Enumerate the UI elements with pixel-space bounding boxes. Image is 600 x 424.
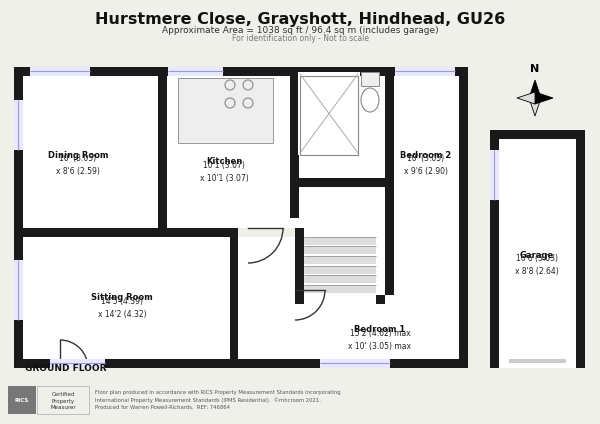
Text: GROUND FLOOR: GROUND FLOOR (25, 364, 107, 373)
Bar (385, 237, 459, 359)
Bar (238, 237, 295, 368)
Bar (230, 228, 239, 368)
Text: 15'2 (4.62) max
x 10' (3.05) max: 15'2 (4.62) max x 10' (3.05) max (349, 329, 412, 351)
Bar (295, 228, 304, 295)
Bar (230, 228, 295, 237)
Text: Floor plan produced in accordance with RICS Property Measurement Standards incor: Floor plan produced in accordance with R… (95, 390, 341, 410)
Bar (304, 275, 376, 283)
Bar (304, 285, 376, 293)
Bar (304, 266, 376, 274)
Bar (295, 228, 304, 368)
Bar (304, 246, 376, 254)
Bar (30, 67, 90, 76)
Bar (459, 228, 468, 368)
Bar (490, 130, 499, 368)
Text: 14'5 (4.39)
x 14'2 (4.32): 14'5 (4.39) x 14'2 (4.32) (98, 297, 146, 319)
Bar (459, 67, 468, 368)
Text: 16'6 (5.03)
x 8'8 (2.64): 16'6 (5.03) x 8'8 (2.64) (515, 254, 559, 276)
Bar (300, 76, 358, 155)
Bar (238, 228, 295, 368)
Bar (290, 218, 299, 228)
Text: RICS: RICS (15, 398, 29, 402)
Bar (385, 228, 394, 295)
Bar (499, 359, 576, 368)
Bar (14, 359, 468, 368)
Text: Garage: Garage (520, 251, 554, 259)
Bar (490, 359, 585, 368)
Bar (14, 228, 468, 237)
Polygon shape (535, 92, 553, 104)
Polygon shape (529, 80, 541, 98)
Bar (37, 386, 89, 414)
Polygon shape (517, 92, 535, 104)
Bar (14, 100, 23, 150)
Text: Certified
Property
Measurer: Certified Property Measurer (50, 392, 76, 410)
Bar (376, 359, 468, 368)
Text: 10' (3.05)
x 8'6 (2.59): 10' (3.05) x 8'6 (2.59) (56, 154, 100, 176)
Bar (385, 228, 394, 295)
Text: 10'1 (3.07)
x 10'1 (3.07): 10'1 (3.07) x 10'1 (3.07) (200, 161, 248, 183)
Bar (385, 178, 394, 228)
Bar (490, 150, 499, 200)
Bar (459, 228, 468, 368)
Bar (178, 78, 273, 143)
Bar (295, 359, 468, 368)
Bar (298, 72, 360, 155)
Bar (238, 359, 295, 368)
Bar (158, 67, 167, 228)
Bar (290, 67, 299, 228)
Bar (8, 386, 36, 414)
Bar (295, 295, 385, 304)
Bar (509, 359, 566, 363)
Bar (320, 359, 390, 368)
Bar (395, 67, 455, 76)
Bar (178, 78, 273, 143)
Bar (376, 228, 394, 368)
Bar (361, 72, 379, 86)
Text: N: N (530, 64, 539, 74)
Text: Approximate Area = 1038 sq ft / 96.4 sq m (includes garage): Approximate Area = 1038 sq ft / 96.4 sq … (161, 26, 439, 35)
Bar (385, 67, 394, 228)
Text: Kitchen: Kitchen (206, 157, 242, 167)
Bar (576, 130, 585, 368)
Bar (490, 130, 585, 368)
Text: 10' (3.05)
x 9'6 (2.90): 10' (3.05) x 9'6 (2.90) (404, 154, 448, 176)
Bar (304, 256, 376, 264)
Bar (304, 295, 376, 304)
Bar (295, 295, 385, 304)
Bar (14, 67, 23, 368)
Bar (304, 295, 376, 304)
Bar (459, 228, 468, 237)
Text: Sitting Room: Sitting Room (91, 293, 153, 302)
Bar (376, 359, 468, 368)
Bar (394, 237, 459, 359)
Text: Dining Room: Dining Room (48, 151, 108, 159)
Bar (168, 67, 223, 76)
Text: Bedroom 1: Bedroom 1 (355, 326, 406, 335)
Text: For identification only - Not to scale: For identification only - Not to scale (232, 34, 368, 43)
Bar (295, 228, 468, 368)
Bar (304, 237, 376, 245)
Bar (459, 228, 468, 368)
Bar (14, 67, 468, 368)
Bar (290, 178, 385, 187)
Text: Hurstmere Close, Grayshott, Hindhead, GU26: Hurstmere Close, Grayshott, Hindhead, GU… (95, 12, 505, 27)
Bar (490, 130, 585, 139)
Bar (295, 228, 304, 295)
Text: Bedroom 2: Bedroom 2 (400, 151, 452, 159)
Bar (50, 359, 105, 368)
Bar (361, 72, 379, 86)
Ellipse shape (361, 88, 379, 112)
Polygon shape (529, 98, 541, 116)
Bar (14, 67, 468, 76)
Bar (14, 260, 23, 320)
